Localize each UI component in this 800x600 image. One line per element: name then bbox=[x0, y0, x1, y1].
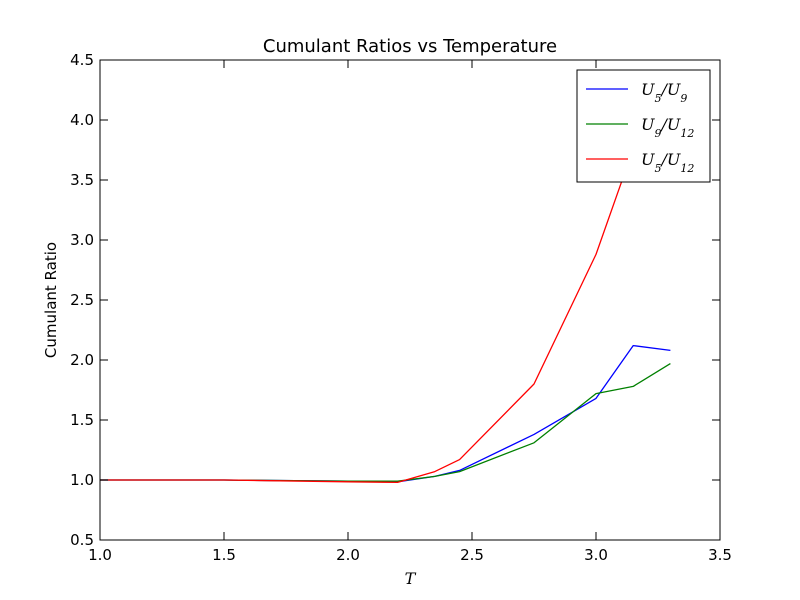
chart-title: Cumulant Ratios vs Temperature bbox=[263, 36, 557, 57]
legend-items: U5/U9 U9/U12 U5/U12 bbox=[586, 80, 694, 175]
legend-label: U5/U12 bbox=[641, 150, 694, 175]
y-tick-label: 2.0 bbox=[70, 351, 94, 369]
legend-label: U5/U9 bbox=[641, 80, 687, 105]
series-line-2 bbox=[100, 107, 671, 484]
x-tick-label: 3.0 bbox=[584, 546, 608, 564]
y-tick-label: 3.0 bbox=[70, 231, 94, 249]
y-axis-label: Cumulant Ratio bbox=[42, 242, 60, 358]
y-tick-label: 0.5 bbox=[70, 531, 94, 549]
legend-label: U9/U12 bbox=[641, 115, 694, 140]
x-tick-label: 1.0 bbox=[88, 546, 112, 564]
y-tick-label: 2.5 bbox=[70, 291, 94, 309]
x-tick-label: 3.5 bbox=[708, 546, 732, 564]
x-axis-label: T bbox=[405, 569, 417, 588]
y-tick-label: 1.0 bbox=[70, 471, 94, 489]
y-tick-label: 3.5 bbox=[70, 171, 94, 189]
legend: U5/U9 U9/U12 U5/U12 bbox=[576, 69, 711, 183]
ticks-layer: 1.0 1.5 2.0 2.5 3.0 3.50.51.01.52.02.53.03.54… bbox=[70, 51, 732, 564]
series-layer bbox=[100, 107, 671, 484]
y-tick-label: 4.5 bbox=[70, 51, 94, 69]
x-tick-label: 1.5 bbox=[212, 546, 236, 564]
y-tick-label: 4.0 bbox=[70, 111, 94, 129]
y-tick-label: 1.5 bbox=[70, 411, 94, 429]
x-tick-label: 2.5 bbox=[460, 546, 484, 564]
x-tick-label: 2.0 bbox=[336, 546, 360, 564]
